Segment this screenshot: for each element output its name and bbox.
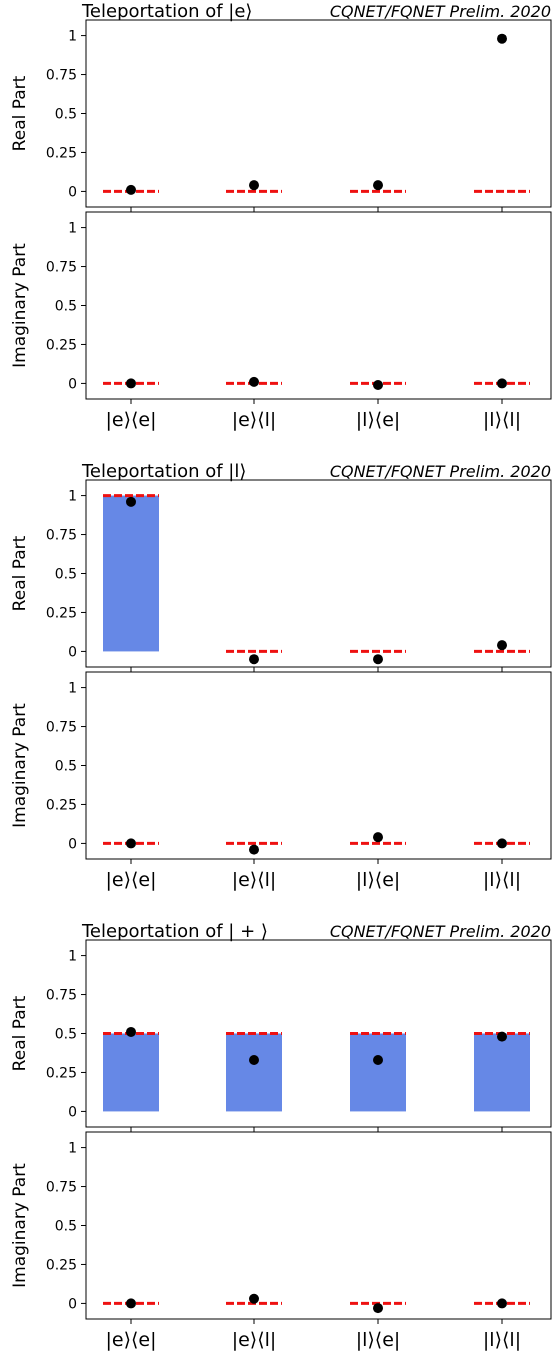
y-tick-label: 0.75: [46, 988, 77, 1004]
chart-credit: CQNET/FQNET Prelim. 2020: [330, 462, 551, 481]
y-tick-label: 0.5: [55, 107, 77, 123]
measured-point: [249, 654, 259, 665]
y-tick-label: 0: [68, 1296, 77, 1312]
panel-real: 0 0.25 0.5 0.75 1 Real Part: [10, 19, 552, 212]
y-axis-label: Real Part: [10, 535, 30, 611]
chart-credit: CQNET/FQNET Prelim. 2020: [330, 922, 551, 941]
y-tick-label: 0.25: [46, 337, 77, 353]
ideal-bar: [350, 1033, 406, 1112]
measured-point: [126, 838, 136, 849]
y-tick-label: 0.5: [55, 1027, 77, 1043]
y-tick-label: 0.75: [46, 68, 77, 84]
chart-credit: CQNET/FQNET Prelim. 2020: [330, 2, 551, 21]
measured-point: [249, 1054, 259, 1065]
measured-point: [497, 33, 507, 44]
panel-imaginary: 0 0.25 0.5 0.75 1 Imaginary Part |e⟩⟨e| |e⟩⟨l| |…: [10, 1131, 552, 1351]
x-tick-label: |l⟩⟨l|: [483, 409, 521, 431]
x-tick-label: |l⟩⟨e|: [356, 409, 401, 431]
y-tick-label: 0: [68, 376, 77, 392]
measured-point: [497, 1298, 507, 1309]
chart-title: Teleportation of |e⟩: [81, 1, 252, 22]
x-tick-label: |e⟩⟨e|: [105, 1329, 156, 1351]
panel-imaginary: 0 0.25 0.5 0.75 1 Imaginary Part |e⟩⟨e| |e⟩⟨l| |…: [10, 671, 552, 891]
y-tick-label: 0.5: [55, 567, 77, 583]
y-tick-label: 0: [68, 644, 77, 660]
x-tick-label: |l⟩⟨l|: [483, 869, 521, 891]
y-tick-label: 0: [68, 1104, 77, 1120]
x-tick-label: |e⟩⟨l|: [232, 409, 277, 431]
y-tick-label: 0.5: [55, 759, 77, 775]
measured-point: [249, 844, 259, 855]
x-tick-label: |l⟩⟨e|: [356, 1329, 401, 1351]
x-tick-label: |e⟩⟨l|: [232, 1329, 277, 1351]
y-tick-label: 1: [68, 489, 77, 505]
y-tick-label: 0.25: [46, 1257, 77, 1273]
y-axis-label: Real Part: [10, 995, 30, 1071]
y-tick-label: 0.25: [46, 145, 77, 161]
y-tick-label: 1: [68, 681, 77, 697]
plot-frame: [85, 211, 552, 400]
x-tick-label: |e⟩⟨l|: [232, 869, 277, 891]
y-tick-label: 0.25: [46, 1065, 77, 1081]
x-tick-label: |e⟩⟨e|: [105, 409, 156, 431]
y-tick-label: 0.75: [46, 528, 77, 544]
measured-point: [373, 379, 383, 390]
plot-frame: [85, 671, 552, 860]
panel-imaginary: 0 0.25 0.5 0.75 1 Imaginary Part |e⟩⟨e| |e⟩⟨l| |…: [10, 211, 552, 431]
y-tick-label: 0: [68, 836, 77, 852]
y-tick-label: 0.75: [46, 260, 77, 276]
y-axis-label: Imaginary Part: [10, 243, 30, 368]
y-tick-label: 0: [68, 184, 77, 200]
plot-frame: [85, 1131, 552, 1320]
y-axis-label: Imaginary Part: [10, 1163, 30, 1288]
x-tick-label: |l⟩⟨l|: [483, 1329, 521, 1351]
y-tick-label: 1: [68, 1141, 77, 1157]
y-axis-label: Imaginary Part: [10, 703, 30, 828]
measured-point: [126, 1298, 136, 1309]
y-tick-label: 1: [68, 29, 77, 45]
y-tick-label: 0.75: [46, 720, 77, 736]
y-tick-label: 0.5: [55, 299, 77, 315]
plot-frame: [85, 19, 552, 208]
measured-point: [126, 1026, 136, 1037]
measured-point: [373, 1054, 383, 1065]
measured-point: [373, 654, 383, 665]
panel-real: 0 0.25 0.5 0.75 1 Real Part: [10, 479, 552, 672]
x-tick-label: |e⟩⟨e|: [105, 869, 156, 891]
measured-point: [249, 180, 259, 191]
measured-point: [126, 184, 136, 195]
y-tick-label: 0.5: [55, 1219, 77, 1235]
measured-point: [497, 1031, 507, 1042]
ideal-bar: [226, 1033, 282, 1112]
chart-title: Teleportation of | + ⟩: [81, 921, 268, 942]
y-tick-label: 0.75: [46, 1180, 77, 1196]
measured-point: [249, 1293, 259, 1304]
chart-title: Teleportation of |l⟩: [81, 461, 246, 482]
figure-2: Teleportation of | + ⟩ CQNET/FQNET Prelim…: [10, 921, 552, 1351]
measured-point: [373, 832, 383, 843]
measured-point: [126, 378, 136, 389]
measured-point: [249, 376, 259, 387]
measured-point: [373, 1303, 383, 1314]
panel-real: 0 0.25 0.5 0.75 1 Real Part: [10, 939, 552, 1132]
measured-point: [497, 838, 507, 849]
y-tick-label: 0.25: [46, 797, 77, 813]
ideal-bar: [103, 1033, 159, 1112]
y-tick-label: 1: [68, 221, 77, 237]
measured-point: [497, 378, 507, 389]
measured-point: [497, 640, 507, 651]
ideal-bar: [474, 1033, 530, 1112]
measured-point: [126, 496, 136, 507]
ideal-bar: [103, 495, 159, 652]
measured-point: [373, 180, 383, 191]
x-tick-label: |l⟩⟨e|: [356, 869, 401, 891]
y-tick-label: 1: [68, 949, 77, 965]
y-axis-label: Real Part: [10, 75, 30, 151]
figure-0: Teleportation of |e⟩ CQNET/FQNET Prelim. …: [10, 1, 552, 431]
figure-1: Teleportation of |l⟩ CQNET/FQNET Prelim. …: [10, 461, 552, 891]
y-tick-label: 0.25: [46, 605, 77, 621]
